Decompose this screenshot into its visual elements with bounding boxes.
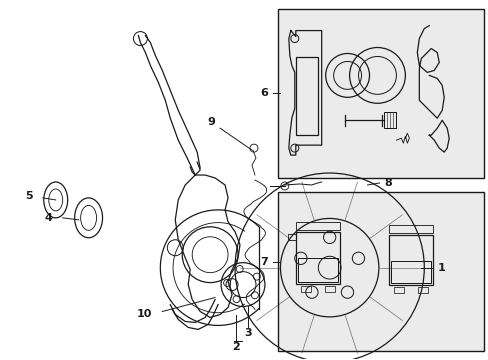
Bar [384,112,396,128]
Text: 9: 9 [207,117,215,127]
Text: 8: 8 [384,178,391,188]
Bar [394,287,404,293]
Bar [388,225,432,233]
Bar [388,235,432,285]
Bar [390,261,430,283]
Bar [277,9,483,178]
Bar [295,232,339,284]
Bar [295,222,339,230]
Text: 7: 7 [260,257,267,267]
Text: 10: 10 [137,310,152,319]
Bar [295,58,317,135]
Bar [417,287,427,293]
Bar [277,192,483,351]
Bar [297,258,337,282]
Bar [324,285,334,292]
Text: 2: 2 [232,342,240,352]
Text: 1: 1 [436,263,444,273]
Text: 5: 5 [25,191,33,201]
Text: 4: 4 [45,213,53,223]
Bar [300,285,310,292]
Text: 3: 3 [244,328,251,338]
Text: 6: 6 [260,88,267,98]
